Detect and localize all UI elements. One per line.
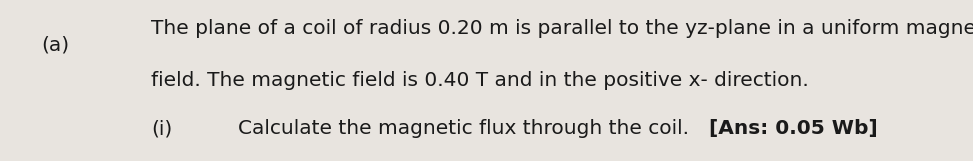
Text: The plane of a coil of radius 0.20 m is parallel to the yz-plane in a uniform ma: The plane of a coil of radius 0.20 m is … — [151, 19, 973, 38]
Text: (a): (a) — [41, 36, 69, 55]
Text: field. The magnetic field is 0.40 T and in the positive x- direction.: field. The magnetic field is 0.40 T and … — [151, 71, 809, 90]
Text: Calculate the magnetic flux through the coil.: Calculate the magnetic flux through the … — [238, 119, 708, 138]
Text: (i): (i) — [151, 119, 172, 138]
Text: [Ans: 0.05 Wb]: [Ans: 0.05 Wb] — [708, 119, 878, 138]
